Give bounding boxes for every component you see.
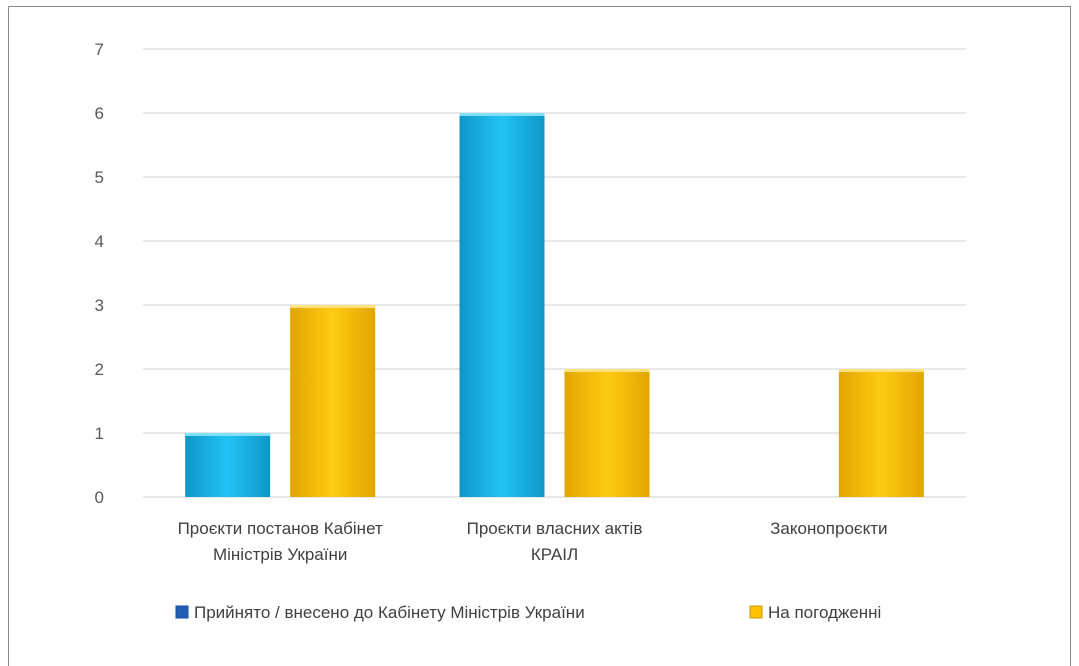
legend-label: Прийнято / внесено до Кабінету Міністрів… [194,603,585,622]
bar-top-highlight [838,369,924,372]
category-label-line: КРАІЛ [531,545,578,564]
y-tick-label: 6 [95,104,104,123]
category-label-line: Проєкти власних актів [467,519,643,538]
legend-swatch [175,605,189,619]
category-label-line: Міністрів України [213,545,347,564]
category-label: Проєкти власних актів КРАІЛ [467,519,643,564]
category-label: Проєкти постанов Кабінет Міністрів Україн… [178,519,383,564]
y-tick-label: 3 [95,296,104,315]
category-label-line: Законопроєкти [770,519,887,538]
legend-swatch [749,605,763,619]
bar-top-highlight [459,113,545,116]
y-tick-label: 1 [95,424,104,443]
y-tick-label: 7 [95,40,104,59]
gridlines [143,48,966,498]
category-label: Законопроєкти [770,519,887,538]
bar [459,113,545,497]
bars [185,113,924,497]
bar [564,369,650,497]
bar [838,369,924,497]
bar [185,433,271,497]
bar-top-highlight [564,369,650,372]
bar-top-highlight [290,305,376,308]
y-tick-label: 5 [95,168,104,187]
y-axis-ticks: 0 1 2 3 4 5 6 7 [95,40,104,507]
bar-top-highlight [185,433,271,436]
y-tick-label: 2 [95,360,104,379]
y-tick-label: 4 [95,232,104,251]
legend: Прийнято / внесено до Кабінету Міністрів… [175,603,881,622]
x-axis-labels: Проєкти постанов Кабінет Міністрів Україн… [178,519,888,564]
bar-chart: 0 1 2 3 4 5 6 7 Проєкти постанов Кабінет Міністр… [95,40,966,622]
y-tick-label: 0 [95,488,104,507]
legend-label: На погодженні [768,603,881,622]
bar [290,305,376,497]
category-label-line: Проєкти постанов Кабінет [178,519,383,538]
